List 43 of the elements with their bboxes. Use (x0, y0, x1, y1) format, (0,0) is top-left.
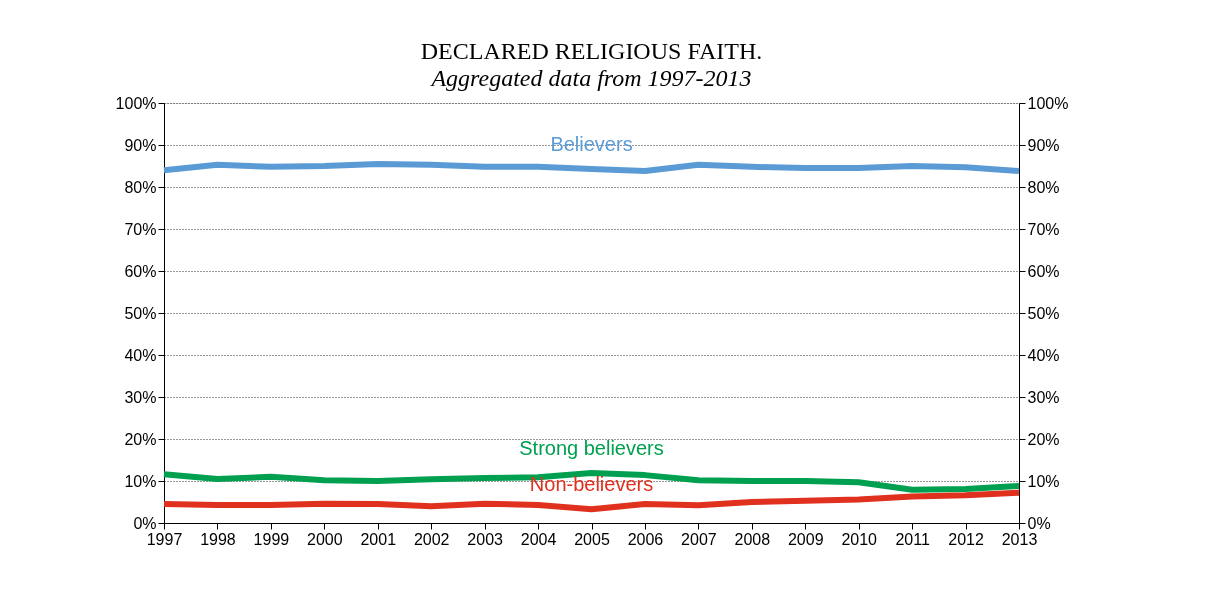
x-tick-label: 2007 (681, 530, 717, 548)
x-tick-label: 2005 (574, 530, 610, 548)
chart-subtitle: Aggregated data from 1997-2013 (429, 65, 752, 91)
x-tick-label: 2006 (627, 530, 664, 548)
y2-tick-label: 40% (1027, 346, 1060, 364)
y2-tick-label: 20% (1027, 430, 1060, 448)
series-label: Non-believers (529, 473, 654, 496)
y-tick-label: 30% (124, 388, 157, 406)
x-tick-label: 2000 (307, 530, 343, 548)
x-tick-label: 2012 (948, 530, 984, 548)
chart-title: DECLARED RELIGIOUS FAITH. (420, 38, 763, 64)
x-tick-label: 2001 (360, 530, 397, 548)
y-tick-label: 0% (133, 514, 157, 532)
x-tick-label: 2004 (520, 530, 557, 548)
x-tick-label: 2003 (467, 530, 504, 548)
x-tick-label: 2013 (1001, 530, 1038, 548)
x-tick-label: 1997 (146, 530, 183, 548)
x-tick-label: 2002 (413, 530, 450, 548)
x-tick-label: 2011 (895, 530, 930, 548)
x-tick-label: 2010 (841, 530, 878, 548)
y2-tick-label: 100% (1027, 94, 1069, 112)
y2-tick-label: 0% (1027, 514, 1051, 532)
y2-tick-label: 90% (1027, 136, 1060, 154)
x-tick-label: 2008 (734, 530, 771, 548)
y2-tick-label: 60% (1027, 262, 1060, 280)
y-tick-label: 100% (115, 94, 157, 112)
x-tick-label: 2009 (787, 530, 824, 548)
y-tick-label: 10% (124, 472, 157, 490)
y2-tick-label: 30% (1027, 388, 1060, 406)
y-tick-label: 60% (124, 262, 157, 280)
x-tick-label: 1999 (253, 530, 290, 548)
y2-tick-label: 70% (1027, 220, 1060, 238)
y2-tick-label: 10% (1027, 472, 1060, 490)
y2-tick-label: 50% (1027, 304, 1060, 322)
y-tick-label: 90% (124, 136, 157, 154)
y-tick-label: 40% (124, 346, 157, 364)
y-tick-label: 70% (124, 220, 157, 238)
y-tick-label: 20% (124, 430, 157, 448)
y-tick-label: 80% (124, 178, 157, 196)
y2-tick-label: 80% (1027, 178, 1060, 196)
series-label: Strong believers (519, 437, 664, 460)
y-tick-label: 50% (124, 304, 157, 322)
x-tick-label: 1998 (200, 530, 236, 548)
